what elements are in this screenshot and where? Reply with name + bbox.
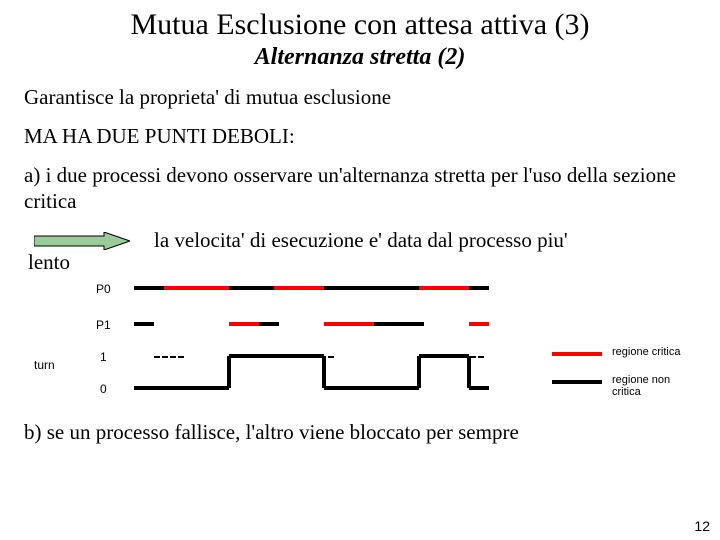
timeline-segment (324, 386, 419, 390)
timeline-segment (134, 386, 229, 390)
wait-dash (304, 356, 334, 358)
page-subtitle: Alternanza stretta (2) (24, 44, 696, 71)
wait-dash (154, 356, 184, 358)
legend-critical-line (552, 352, 602, 356)
timeline-segment (227, 356, 231, 388)
timing-diagram: P0 P1 1 0 turn regione critica regione n… (24, 276, 696, 406)
timeline-segment (469, 386, 489, 390)
timeline-segment (324, 286, 419, 290)
timeline-segment (229, 286, 274, 290)
page-number: 12 (694, 518, 710, 534)
timeline-segment (134, 286, 164, 290)
label-turn-1: 1 (100, 350, 107, 364)
text-guarantee: Garantisce la proprieta' di mutua esclus… (24, 85, 696, 110)
text-lento: lento (28, 250, 70, 275)
timeline-segment (419, 286, 469, 290)
text-weakpoints: MA HA DUE PUNTI DEBOLI: (24, 124, 696, 149)
timeline-segment (467, 356, 471, 388)
timeline-segment (374, 322, 424, 326)
text-speed: la velocita' di esecuzione e' data dal p… (154, 228, 568, 253)
text-point-a: a) i due processi devono osservare un'al… (24, 163, 696, 213)
timeline-segment (274, 286, 324, 290)
timeline-segment (324, 322, 374, 326)
legend-noncritical-text: regione non critica (612, 374, 696, 398)
page-title: Mutua Esclusione con attesa attiva (3) (24, 8, 696, 42)
timeline-segment (134, 322, 154, 326)
legend-critical-text: regione critica (612, 346, 680, 358)
timeline-segment (229, 322, 259, 326)
timeline-segment (469, 286, 489, 290)
text-point-b: b) se un processo fallisce, l'altro vien… (24, 420, 696, 445)
speed-row: la velocita' di esecuzione e' data dal p… (24, 228, 696, 272)
label-p0: P0 (96, 282, 111, 296)
timeline-segment (259, 322, 279, 326)
timeline-segment (469, 322, 489, 326)
label-turn-0: 0 (100, 382, 107, 396)
wait-dash (454, 356, 484, 358)
timeline-segment (322, 356, 326, 388)
legend-noncritical-line (552, 380, 602, 384)
label-p1: P1 (96, 318, 111, 332)
timeline-segment (164, 286, 229, 290)
timeline-segment (417, 356, 421, 388)
label-turn: turn (34, 358, 55, 372)
